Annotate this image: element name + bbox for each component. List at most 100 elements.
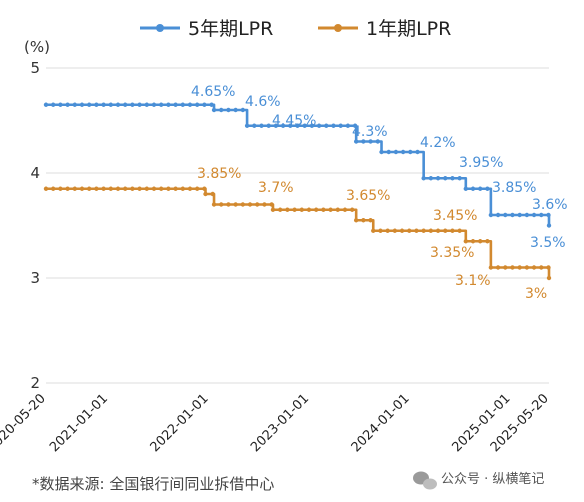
- data-point: [72, 186, 78, 191]
- data-point: [457, 176, 462, 181]
- data-point: [421, 176, 426, 181]
- watermark: 公众号 · 纵横笔记: [413, 471, 544, 490]
- data-label: 4.3%: [352, 124, 388, 140]
- y-axis-label: (%): [24, 38, 50, 56]
- data-point: [219, 107, 224, 113]
- data-point: [428, 176, 434, 181]
- y-tick-label: 5: [30, 59, 40, 77]
- y-axis-ticks: 5 4 3 2: [30, 59, 40, 392]
- data-label: 3.45%: [433, 208, 477, 224]
- data-point: [43, 102, 49, 107]
- y-tick-label: 2: [30, 374, 40, 392]
- data-point: [240, 107, 246, 113]
- data-point: [202, 186, 207, 191]
- watermark-text: 公众号 · 纵横笔记: [441, 471, 544, 487]
- data-point: [211, 202, 217, 207]
- data-point: [180, 186, 185, 191]
- data-point: [510, 265, 515, 270]
- data-point: [361, 139, 366, 144]
- data-point: [470, 239, 476, 244]
- legend-item-1y: 1年期LPR: [318, 18, 451, 40]
- data-point: [159, 186, 164, 191]
- data-point: [485, 239, 490, 244]
- data-point: [130, 102, 135, 107]
- data-label: 4.65%: [191, 84, 235, 100]
- data-point: [478, 186, 483, 191]
- legend-label-5y: 5年期LPR: [188, 18, 273, 40]
- data-point: [210, 191, 215, 197]
- legend-marker-5y: [156, 24, 164, 32]
- data-point: [159, 102, 164, 107]
- data-label: 3.6%: [532, 197, 568, 213]
- data-point: [368, 218, 373, 223]
- data-point: [151, 102, 157, 107]
- data-point: [94, 102, 99, 107]
- data-label: 3.85%: [197, 166, 241, 182]
- legend-marker-1y: [334, 24, 342, 32]
- data-point: [415, 149, 420, 155]
- data-point: [173, 102, 178, 107]
- data-point: [470, 186, 476, 191]
- data-source-note: *数据来源: 全国银行间同业拆借中心: [32, 475, 274, 493]
- data-point: [539, 212, 544, 218]
- data-point: [252, 123, 257, 128]
- data-point: [399, 228, 405, 233]
- x-tick-label: 2022-01-01: [148, 391, 212, 455]
- data-point: [435, 228, 441, 233]
- data-point: [240, 202, 246, 207]
- data-point: [546, 223, 552, 228]
- data-point: [361, 218, 366, 223]
- data-label: 3.65%: [346, 188, 390, 204]
- data-point: [65, 102, 70, 107]
- data-label: 3.1%: [455, 273, 491, 289]
- data-point: [166, 186, 171, 191]
- data-point: [463, 186, 469, 191]
- data-point: [352, 123, 358, 128]
- data-point: [101, 102, 106, 107]
- data-point: [280, 123, 286, 128]
- data-point: [79, 102, 85, 107]
- data-point: [328, 207, 333, 212]
- data-point: [87, 186, 92, 191]
- data-point: [463, 239, 469, 244]
- data-point: [407, 228, 412, 233]
- data-point: [58, 186, 63, 191]
- data-label: 3.35%: [430, 245, 474, 261]
- legend-label-1y: 1年期LPR: [366, 18, 451, 40]
- data-point: [385, 228, 390, 233]
- data-point: [151, 186, 157, 191]
- data-point: [123, 186, 128, 191]
- data-point: [331, 123, 336, 128]
- data-point: [94, 186, 99, 191]
- data-label: 3.95%: [459, 155, 503, 171]
- data-point: [269, 202, 274, 207]
- data-point: [226, 107, 231, 113]
- data-label: 3%: [525, 286, 547, 302]
- data-point: [443, 228, 448, 233]
- data-point: [345, 123, 351, 128]
- data-point: [517, 212, 522, 218]
- data-point: [353, 139, 359, 144]
- data-point: [400, 149, 406, 155]
- data-point: [443, 176, 448, 181]
- data-point: [353, 218, 359, 223]
- data-point: [546, 212, 551, 218]
- data-point: [435, 176, 441, 181]
- grid-lines: [46, 67, 549, 384]
- data-point: [302, 123, 307, 128]
- series-line-5y: [43, 102, 552, 228]
- data-point: [202, 102, 207, 107]
- data-point: [259, 123, 264, 128]
- y-tick-label: 4: [30, 164, 40, 182]
- legend: 5年期LPR 1年期LPR: [140, 18, 451, 40]
- data-label: 4.2%: [420, 135, 456, 151]
- data-label: 3.85%: [492, 180, 536, 196]
- data-point: [233, 107, 238, 113]
- data-point: [392, 228, 398, 233]
- y-tick-label: 3: [30, 269, 40, 287]
- data-point: [137, 186, 142, 191]
- data-point: [393, 149, 399, 155]
